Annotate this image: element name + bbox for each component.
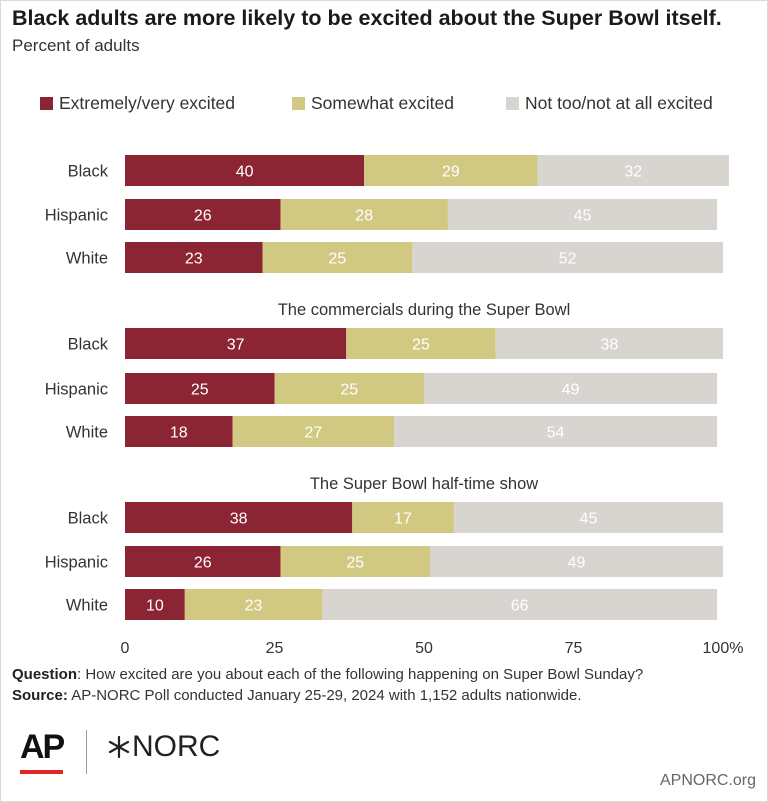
bar-segment: [537, 155, 729, 186]
data-label: 54: [547, 425, 565, 442]
data-label: 23: [185, 251, 203, 268]
data-label: 25: [191, 382, 209, 399]
row-label: White: [66, 424, 108, 442]
bar-segment: [125, 589, 185, 620]
bar-segment: [453, 502, 723, 533]
row-label: White: [66, 250, 108, 268]
norc-star-icon: [108, 735, 130, 759]
group-title: The Super Bowl half-time show: [310, 475, 538, 493]
bar-segment: [125, 546, 281, 577]
question-text: : How excited are you about each of the …: [77, 666, 644, 683]
data-label: 23: [245, 598, 263, 615]
data-label: 45: [580, 511, 598, 528]
row-label: Hispanic: [45, 207, 108, 225]
data-label: 49: [562, 382, 580, 399]
x-tick-label: 25: [266, 640, 284, 657]
row-label: White: [66, 597, 108, 615]
data-label: 38: [600, 337, 618, 354]
bar-segment: [280, 199, 448, 230]
bar-segment: [262, 242, 413, 273]
legend-swatch: [506, 97, 519, 110]
logo-divider: [86, 730, 87, 774]
bar-segment: [394, 416, 718, 447]
row-label: Hispanic: [45, 554, 108, 572]
norc-logo: NORC: [108, 730, 220, 764]
bar-segment: [412, 242, 723, 273]
source-note: Source: AP-NORC Poll conducted January 2…: [12, 687, 582, 704]
question-label: Question: [12, 666, 78, 683]
chart-subtitle: Percent of adults: [12, 36, 140, 55]
data-label: 25: [340, 382, 358, 399]
data-label: 52: [559, 251, 577, 268]
bar-segment: [429, 546, 723, 577]
legend-item-extremely-very: Extremely/very excited: [40, 93, 235, 114]
bar-segment: [232, 416, 395, 447]
legend-swatch: [292, 97, 305, 110]
data-label: 29: [442, 164, 460, 181]
bar-segment: [495, 328, 723, 359]
question-note: Question: How excited are you about each…: [12, 666, 643, 683]
data-label: 25: [412, 337, 430, 354]
source-text: AP-NORC Poll conducted January 25-29, 20…: [67, 687, 582, 704]
bar-segment: [125, 199, 281, 230]
ap-logo-underline: [20, 770, 63, 774]
bar-segment: [364, 155, 538, 186]
x-tick-label: 0: [121, 640, 130, 657]
legend-label: Extremely/very excited: [59, 93, 236, 113]
data-label: 32: [624, 164, 642, 181]
legend-label: Somewhat excited: [311, 93, 454, 113]
bar-segment: [125, 155, 365, 186]
bar-segment: [322, 589, 718, 620]
data-label: 10: [146, 598, 164, 615]
data-label: 38: [230, 511, 248, 528]
data-label: 49: [568, 555, 586, 572]
bar-segment: [184, 589, 323, 620]
data-label: 26: [194, 555, 212, 572]
bar-segment: [280, 546, 430, 577]
row-label: Hispanic: [45, 381, 108, 399]
data-label: 17: [394, 511, 412, 528]
legend-item-somewhat: Somewhat excited: [292, 93, 454, 114]
bar-segment: [125, 373, 275, 404]
bar-segment: [274, 373, 424, 404]
bar-segment: [125, 416, 233, 447]
data-label: 37: [227, 337, 245, 354]
norc-logo-text: NORC: [132, 730, 221, 763]
data-label: 18: [170, 425, 188, 442]
bar-segment: [346, 328, 496, 359]
stacked-bar-chart: Black 40 29 32 Hispanic 26 28 45 White 23 25 52 The …: [45, 155, 744, 657]
data-label: 28: [355, 208, 373, 225]
legend-item-not-too: Not too/not at all excited: [506, 93, 713, 114]
legend-swatch: [40, 97, 53, 110]
bar-segment: [447, 199, 718, 230]
bar-segment: [352, 502, 454, 533]
bar-segment: [125, 328, 347, 359]
data-label: 26: [194, 208, 212, 225]
row-label: Black: [68, 336, 109, 354]
data-label: 27: [304, 425, 322, 442]
x-tick-label: 75: [565, 640, 583, 657]
legend-label: Not too/not at all excited: [525, 93, 713, 113]
site-url: APNORC.org: [659, 772, 756, 789]
group-title: The commercials during the Super Bowl: [278, 301, 571, 319]
data-label: 66: [511, 598, 529, 615]
bar-segment: [125, 242, 263, 273]
bar-segment: [125, 502, 353, 533]
x-tick-label: 100%: [703, 640, 744, 657]
row-label: Black: [68, 510, 109, 528]
chart-title: Black adults are more likely to be excit…: [12, 6, 722, 30]
ap-logo: AP: [20, 728, 65, 766]
data-label: 45: [574, 208, 592, 225]
source-label: Source:: [12, 687, 68, 704]
data-label: 25: [346, 555, 364, 572]
legend: Extremely/very excited Somewhat excited …: [40, 93, 760, 115]
row-label: Black: [68, 163, 109, 181]
data-label: 40: [236, 164, 254, 181]
x-tick-label: 50: [415, 640, 433, 657]
data-label: 25: [328, 251, 346, 268]
bar-segment: [424, 373, 718, 404]
